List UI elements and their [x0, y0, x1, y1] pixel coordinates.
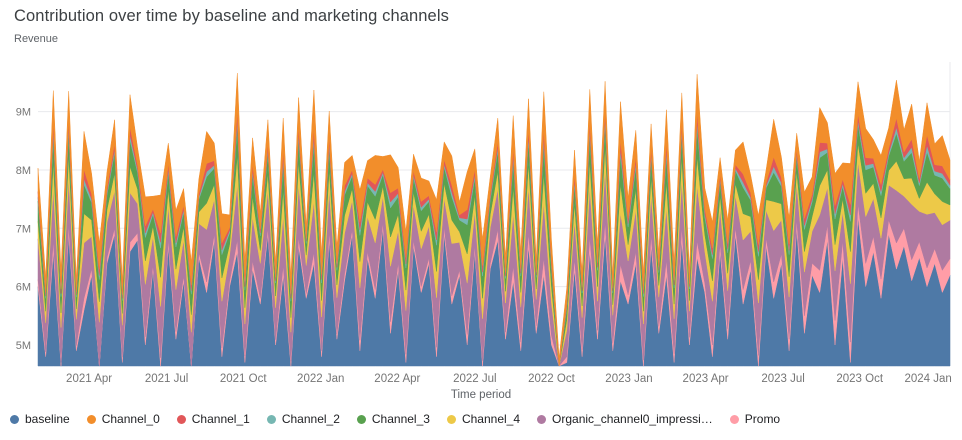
legend-item-promo[interactable]: Promo — [729, 412, 781, 426]
legend-marker-icon — [86, 414, 96, 424]
x-tick-label: 2022 Jul — [453, 373, 496, 385]
x-tick-label: 2023 Apr — [683, 373, 729, 385]
legend-item-baseline[interactable]: baseline — [10, 412, 70, 426]
x-tick-label: 2023 Jul — [761, 373, 804, 385]
legend-label: Channel_3 — [371, 412, 430, 426]
x-tick-label: 2022 Jan — [297, 373, 344, 385]
legend-label: Channel_1 — [191, 412, 250, 426]
legend-item-channel-2[interactable]: Channel_2 — [266, 412, 340, 426]
legend-label: Channel_2 — [281, 412, 340, 426]
x-tick-label: 2021 Apr — [66, 373, 112, 385]
chart-legend: baseline Channel_0 Channel_1 Channel_2 Chann… — [10, 412, 780, 426]
legend-marker-icon — [356, 414, 366, 424]
y-tick-label: 9M — [16, 107, 31, 119]
x-tick-label: 2022 Apr — [374, 373, 420, 385]
y-tick-label: 7M — [16, 223, 31, 235]
x-tick-label: 2023 Jan — [605, 373, 652, 385]
chart-title: Contribution over time by baseline and m… — [14, 7, 449, 25]
y-tick-label: 6M — [16, 282, 31, 294]
legend-marker-icon — [446, 414, 456, 424]
x-tick-label: 2023 Oct — [836, 373, 883, 385]
x-tick-label: 2021 Jul — [145, 373, 188, 385]
y-axis-title: Revenue — [14, 33, 59, 45]
legend-marker-icon — [10, 414, 19, 424]
legend-item-channel-4[interactable]: Channel_4 — [446, 412, 521, 426]
legend-item-channel-3[interactable]: Channel_3 — [356, 412, 430, 426]
x-tick-label: 2022 Oct — [528, 373, 575, 385]
legend-marker-icon — [537, 414, 547, 424]
area-Channel_0[interactable] — [37, 73, 951, 367]
legend-item-channel-0[interactable]: Channel_0 — [86, 412, 160, 426]
legend-item-organic-channel0-impressi-[interactable]: Organic_channel0_impressi… — [537, 412, 713, 426]
legend-label: baseline — [25, 412, 70, 426]
y-tick-label: 5M — [16, 340, 31, 352]
legend-label: Promo — [744, 412, 781, 426]
x-axis-title: Time period — [450, 389, 512, 401]
legend-label: Organic_channel0_impressi… — [552, 412, 713, 426]
x-tick-label: 2021 Oct — [220, 373, 267, 385]
legend-marker-icon — [729, 414, 739, 424]
legend-label: Channel_0 — [101, 412, 160, 426]
legend-marker-icon — [176, 414, 186, 424]
legend-label: Channel_4 — [461, 412, 521, 426]
y-tick-label: 8M — [16, 165, 31, 177]
legend-marker-icon — [266, 414, 276, 424]
x-tick-label: 2024 Jan — [904, 373, 951, 385]
legend-item-channel-1[interactable]: Channel_1 — [176, 412, 250, 426]
